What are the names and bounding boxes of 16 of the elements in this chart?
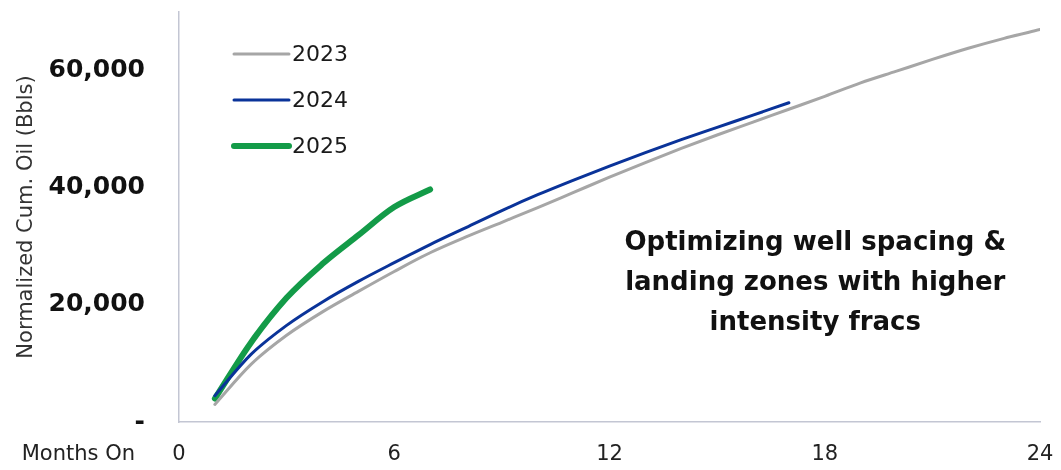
line-series [213,28,1040,406]
annotation: Optimizing well spacing & landing zones with higher intensity fracs [624,225,1007,336]
y-tick-label: 20,000 [48,288,145,318]
x-axis-title: Months On [21,441,135,466]
x-tick-label: 0 [172,441,186,466]
x-tick-label: 12 [596,441,623,466]
x-tick-label: 6 [387,441,401,466]
y-tick-label: - [134,405,145,435]
x-tick-label: 18 [811,441,839,466]
y-axis-title: Normalized Cum. Oil (Bbls) [13,75,38,359]
legend-label: 2023 [292,40,348,66]
legend-label: 2024 [292,86,348,112]
legend-label: 2025 [292,132,348,158]
y-tick-label: 40,000 [48,171,145,201]
y-tick-label: 60,000 [48,54,145,84]
x-tick-label: 24 [1026,441,1054,466]
